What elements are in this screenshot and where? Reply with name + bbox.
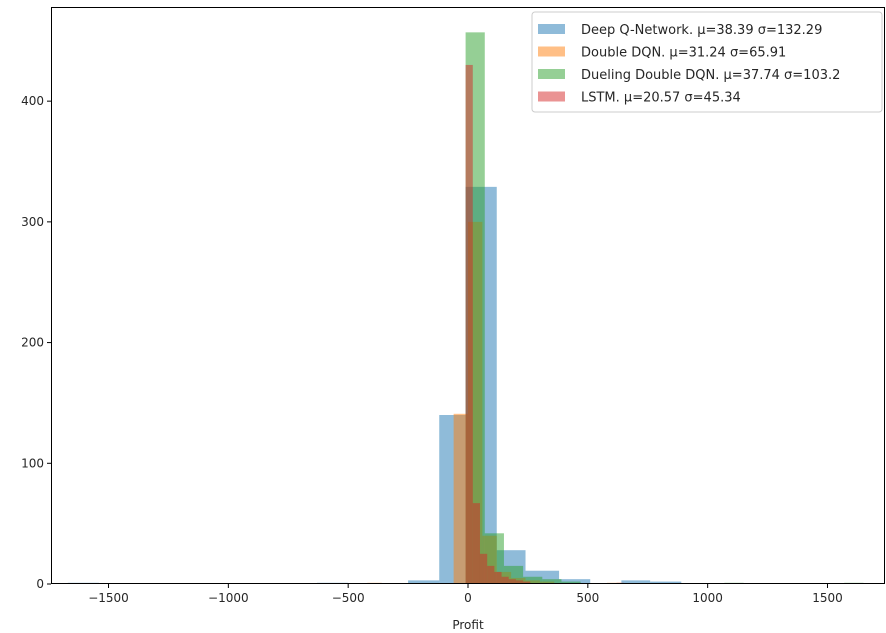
y-tick-label: 400 xyxy=(21,94,44,108)
x-axis-label: Profit xyxy=(452,618,484,632)
x-tick-label: 500 xyxy=(576,591,599,605)
bar-series-3-bin-1 xyxy=(472,503,480,584)
bar-series-3-bin-5 xyxy=(501,576,509,584)
x-axis: −1500 −1000 −500 0 500 1000 1500 xyxy=(88,584,843,605)
bar-series-1-bin-1 xyxy=(453,413,468,584)
legend-swatch-2 xyxy=(538,69,565,79)
y-tick-label: 0 xyxy=(36,577,44,591)
legend-label-2: Dueling Double DQN. μ=37.74 σ=103.2 xyxy=(581,68,840,83)
x-tick-label: 1000 xyxy=(692,591,723,605)
x-tick-label: 0 xyxy=(464,591,472,605)
series-0 xyxy=(67,186,682,584)
legend-swatch-3 xyxy=(538,91,565,102)
y-axis: 0 100 200 300 400 xyxy=(21,94,51,591)
x-tick-label: 1500 xyxy=(812,591,843,605)
legend-swatch-0 xyxy=(538,24,565,34)
legend-label-0: Deep Q-Network. μ=38.39 σ=132.29 xyxy=(581,23,822,38)
legend-swatch-1 xyxy=(538,46,565,57)
legend-label-1: Double DQN. μ=31.24 σ=65.91 xyxy=(581,46,786,61)
series-2 xyxy=(465,32,864,585)
legend-label-3: LSTM. μ=20.57 σ=45.34 xyxy=(581,91,741,106)
x-tick-label: −1500 xyxy=(88,591,129,605)
y-tick-label: 100 xyxy=(21,456,44,470)
bar-series-0-bin-2 xyxy=(408,580,440,584)
bar-series-3-bin-0 xyxy=(465,64,473,585)
bar-series-3-bin-6 xyxy=(508,579,516,584)
series-3 xyxy=(465,64,624,585)
x-tick-label: −1000 xyxy=(208,591,249,605)
plot-frame xyxy=(51,7,885,584)
bar-series-3-bin-2 xyxy=(479,553,488,584)
bar-series-0-bin-8 xyxy=(621,580,651,584)
bars-layer xyxy=(67,32,864,585)
bar-series-2-bin-5 xyxy=(561,581,581,584)
y-tick-label: 300 xyxy=(21,215,44,229)
bar-series-3-bin-4 xyxy=(494,571,502,584)
bar-series-0-bin-9 xyxy=(650,581,682,584)
bar-series-3-bin-7 xyxy=(515,580,524,584)
bar-series-2-bin-3 xyxy=(523,576,543,584)
bar-series-3-bin-8 xyxy=(523,581,531,584)
legend: Deep Q-Network. μ=38.39 σ=132.29 Double D… xyxy=(531,11,883,113)
y-tick-label: 200 xyxy=(21,336,44,350)
bar-series-2-bin-4 xyxy=(542,579,562,584)
x-tick-label: −500 xyxy=(332,591,365,605)
legend-frame xyxy=(531,11,883,113)
bar-series-3-bin-3 xyxy=(487,565,495,584)
